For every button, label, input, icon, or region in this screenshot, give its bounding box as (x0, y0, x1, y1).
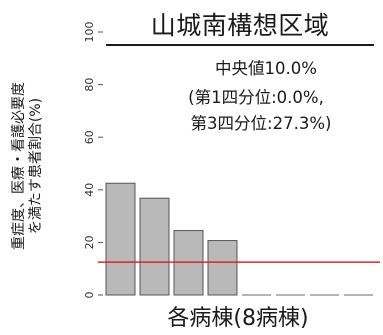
y-axis-label: 重症度、医療・看護必要度 を満たす患者割合(%) (11, 82, 45, 250)
quartile1-label: (第1四分位:0.0%, (188, 88, 324, 107)
y-tick-label: 60 (83, 130, 96, 144)
y-tick-label: 100 (83, 22, 96, 43)
y-tick-label: 80 (83, 78, 96, 92)
bar (207, 240, 238, 296)
chart-title: 山城南構想区域 (106, 6, 374, 46)
y-tick-label: 40 (83, 183, 96, 197)
quartile3-label: 第3四分位:27.3%) (190, 114, 332, 133)
bar-group (105, 182, 373, 296)
x-axis-label: 各病棟(8病棟) (167, 306, 309, 331)
y-axis-label-line2: を満たす患者割合(%) (28, 97, 44, 235)
y-axis-label-line1: 重症度、医療・看護必要度 (11, 82, 27, 250)
y-tick-label: 20 (83, 235, 96, 249)
median-label: 中央値10.0% (215, 59, 317, 78)
y-tick-label: 0 (83, 292, 96, 299)
bar (139, 197, 170, 296)
y-axis-ticks: 100 80 60 40 20 0 (83, 22, 103, 299)
bar (105, 182, 136, 296)
